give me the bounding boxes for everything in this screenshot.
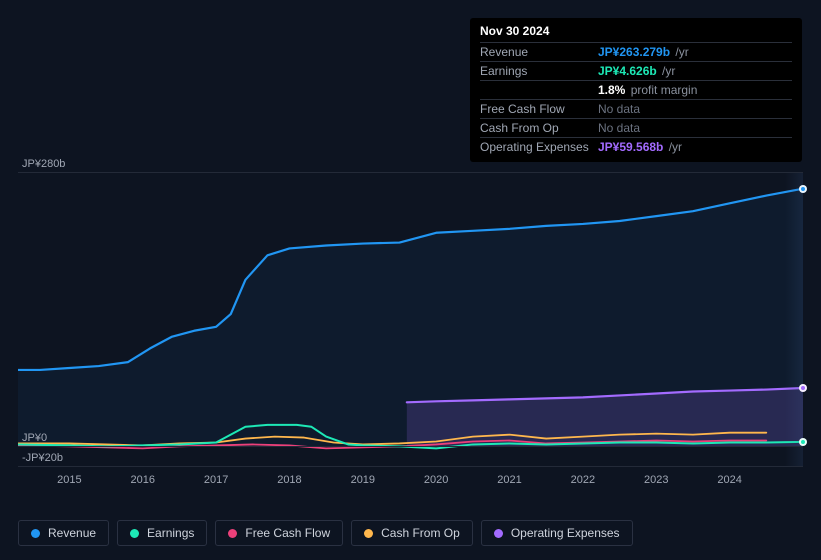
legend-swatch	[130, 529, 139, 538]
legend-label: Free Cash Flow	[245, 526, 330, 540]
legend-label: Cash From Op	[381, 526, 460, 540]
chart-legend: Revenue Earnings Free Cash Flow Cash From O…	[18, 520, 633, 546]
x-axis-label: 2024	[717, 474, 741, 486]
x-axis-label: 2018	[277, 474, 301, 486]
x-axis-label: 2021	[497, 474, 521, 486]
legend-swatch	[364, 529, 373, 538]
x-axis-label: 2023	[644, 474, 668, 486]
tooltip-row-label: Revenue	[480, 45, 598, 59]
chart-tooltip: Nov 30 2024 RevenueJP¥263.279b /yrEarnin…	[470, 18, 802, 162]
legend-swatch	[494, 529, 503, 538]
series-endpoint-earnings	[799, 438, 807, 446]
tooltip-row-label: Operating Expenses	[480, 140, 598, 154]
tooltip-row-label: Earnings	[480, 64, 598, 78]
tooltip-row-value: JP¥4.626b /yr	[598, 64, 675, 78]
gridline	[18, 172, 803, 173]
tooltip-row-value: JP¥263.279b /yr	[598, 45, 689, 59]
tooltip-row: 1.8% profit margin	[480, 80, 792, 99]
x-axis-label: 2020	[424, 474, 448, 486]
legend-item-operating_expenses[interactable]: Operating Expenses	[481, 520, 633, 546]
legend-label: Earnings	[147, 526, 194, 540]
tooltip-row-value: JP¥59.568b /yr	[598, 140, 682, 154]
legend-item-cash_from_op[interactable]: Cash From Op	[351, 520, 473, 546]
x-axis-label: 2017	[204, 474, 228, 486]
x-axis: 2015 2016 2017 2018 2019 2020 2021 2022 2023 2024	[18, 474, 803, 490]
gridline	[18, 466, 803, 467]
tooltip-row-label: Free Cash Flow	[480, 102, 598, 116]
x-axis-label: 2016	[130, 474, 154, 486]
chart-svg	[18, 172, 803, 466]
legend-swatch	[31, 529, 40, 538]
tooltip-row: Free Cash FlowNo data	[480, 99, 792, 118]
y-axis-label: JP¥280b	[22, 158, 65, 170]
tooltip-row-label: Cash From Op	[480, 121, 598, 135]
legend-label: Operating Expenses	[511, 526, 620, 540]
x-axis-label: 2019	[351, 474, 375, 486]
tooltip-row-value: No data	[598, 121, 640, 135]
revenue-expenses-chart: JP¥280bJP¥0-JP¥20b 201520162017201820192…	[18, 160, 803, 496]
legend-item-earnings[interactable]: Earnings	[117, 520, 207, 546]
legend-item-free_cash_flow[interactable]: Free Cash Flow	[215, 520, 343, 546]
gridline	[18, 446, 803, 447]
x-axis-label: 2022	[571, 474, 595, 486]
x-axis-label: 2015	[57, 474, 81, 486]
series-endpoint-operating_expenses	[799, 384, 807, 392]
chart-plot-area	[18, 172, 803, 466]
series-endpoint-revenue	[799, 185, 807, 193]
tooltip-row: EarningsJP¥4.626b /yr	[480, 61, 792, 80]
tooltip-row: Cash From OpNo data	[480, 118, 792, 137]
y-axis-label: JP¥0	[22, 432, 47, 444]
y-axis-label: -JP¥20b	[22, 452, 63, 464]
legend-item-revenue[interactable]: Revenue	[18, 520, 109, 546]
legend-label: Revenue	[48, 526, 96, 540]
tooltip-row-label	[480, 83, 598, 97]
tooltip-row-value: 1.8% profit margin	[598, 83, 697, 97]
tooltip-row: Operating ExpensesJP¥59.568b /yr	[480, 137, 792, 156]
tooltip-date: Nov 30 2024	[480, 24, 792, 42]
tooltip-row-value: No data	[598, 102, 640, 116]
tooltip-row: RevenueJP¥263.279b /yr	[480, 42, 792, 61]
legend-swatch	[228, 529, 237, 538]
